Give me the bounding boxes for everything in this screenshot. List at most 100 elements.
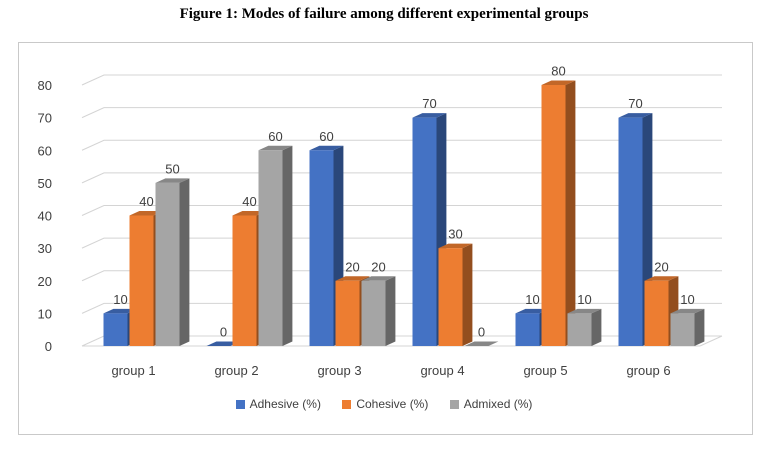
bar-front — [155, 182, 180, 346]
legend-label-adhesive: Adhesive (%) — [249, 397, 321, 411]
data-label: 70 — [628, 96, 642, 111]
legend-item-admixed: Admixed (%) — [449, 397, 533, 411]
data-label: 10 — [577, 292, 591, 307]
bar-top — [335, 276, 370, 281]
data-label: 50 — [165, 161, 179, 176]
bar-front — [103, 313, 128, 346]
legend: Adhesive (%) Cohesive (%) Admixed (%) — [0, 397, 768, 412]
y-tick-label: 40 — [38, 209, 52, 224]
data-label: 20 — [371, 259, 385, 274]
legend-swatch-admixed — [449, 399, 459, 409]
gridline — [81, 139, 722, 151]
data-label: 70 — [422, 96, 436, 111]
gridline — [81, 302, 722, 314]
bar-front — [129, 215, 154, 346]
y-tick-label: 80 — [38, 78, 52, 93]
data-label: 10 — [680, 292, 694, 307]
bar-front — [670, 313, 695, 346]
bar — [670, 308, 705, 346]
bar-top — [644, 276, 679, 281]
bars-layer — [103, 80, 705, 346]
bar-top — [309, 145, 344, 151]
bar-side — [591, 308, 602, 346]
data-label: 20 — [345, 259, 359, 274]
bar-top — [541, 80, 576, 85]
figure-title: Figure 1: Modes of failure among differe… — [179, 6, 589, 22]
gridline — [81, 270, 722, 282]
bar-side — [282, 145, 293, 346]
y-tick-label: 20 — [38, 274, 52, 289]
data-label: 20 — [654, 259, 668, 274]
legend-item-cohesive: Cohesive (%) — [342, 397, 428, 411]
y-tick-label: 70 — [38, 111, 52, 126]
data-label: 0 — [220, 325, 227, 340]
bar-top — [515, 308, 550, 314]
data-label: 80 — [551, 64, 565, 79]
x-tick-label: group 4 — [420, 363, 464, 378]
bar — [618, 113, 653, 346]
bar-front — [541, 85, 566, 346]
gridline — [81, 237, 722, 249]
bar-top — [412, 113, 447, 118]
gridline — [81, 74, 722, 86]
y-tick-label: 60 — [38, 143, 52, 158]
bar-top — [155, 178, 190, 183]
data-label: 60 — [268, 129, 282, 144]
bar-top — [670, 308, 705, 314]
bar — [464, 341, 499, 346]
x-tick-label: group 2 — [214, 363, 258, 378]
bar-front — [309, 150, 334, 346]
x-tick-label: group 6 — [626, 363, 670, 378]
x-tick-label: group 1 — [111, 363, 155, 378]
bar-side — [179, 178, 190, 346]
legend-label-admixed: Admixed (%) — [463, 397, 533, 411]
gridline — [81, 205, 722, 216]
bar — [361, 276, 396, 346]
data-label: 10 — [525, 292, 539, 307]
y-tick-label: 50 — [38, 176, 52, 191]
y-tick-label: 30 — [38, 241, 52, 256]
bar-side — [565, 80, 576, 346]
grid-layer — [81, 74, 723, 347]
gridline — [81, 107, 722, 119]
x-tick-label: group 3 — [317, 363, 361, 378]
bar-side — [462, 243, 473, 346]
bar-top — [206, 341, 241, 346]
bar — [155, 178, 190, 346]
bar-side — [385, 276, 396, 346]
legend-swatch-adhesive — [235, 399, 245, 409]
floor-edge — [699, 335, 723, 347]
bar-top — [618, 113, 653, 118]
data-label: 10 — [113, 292, 127, 307]
bar-front — [567, 313, 592, 346]
legend-item-adhesive: Adhesive (%) — [235, 397, 321, 411]
y-tick-label: 0 — [45, 339, 52, 354]
bar-top — [232, 211, 267, 216]
bar — [541, 80, 576, 346]
bar-side — [694, 308, 705, 346]
bar — [258, 145, 293, 346]
data-label: 40 — [242, 194, 256, 209]
bar-top — [103, 308, 138, 314]
labels-layer: 0 10 20 30 40 50 60 70 80 10 40 50 group 1 0 40 60 group… — [38, 64, 695, 379]
y-tick-label: 10 — [38, 306, 52, 321]
bar-top — [361, 276, 396, 281]
bar-top — [464, 341, 499, 346]
bar-top — [258, 145, 293, 151]
bar-front — [438, 248, 463, 346]
bar-front — [258, 150, 283, 346]
bar — [567, 308, 602, 346]
legend-swatch-cohesive — [342, 399, 352, 409]
bar-top — [567, 308, 602, 314]
bar-front — [335, 280, 360, 346]
bar-front — [618, 117, 643, 346]
x-tick-label: group 5 — [523, 363, 567, 378]
bar-front — [361, 280, 386, 346]
bar — [438, 243, 473, 346]
data-label: 0 — [478, 325, 485, 340]
legend-label-cohesive: Cohesive (%) — [356, 397, 429, 411]
gridline — [81, 172, 722, 184]
bar-top — [129, 211, 164, 216]
bar-front — [515, 313, 540, 346]
